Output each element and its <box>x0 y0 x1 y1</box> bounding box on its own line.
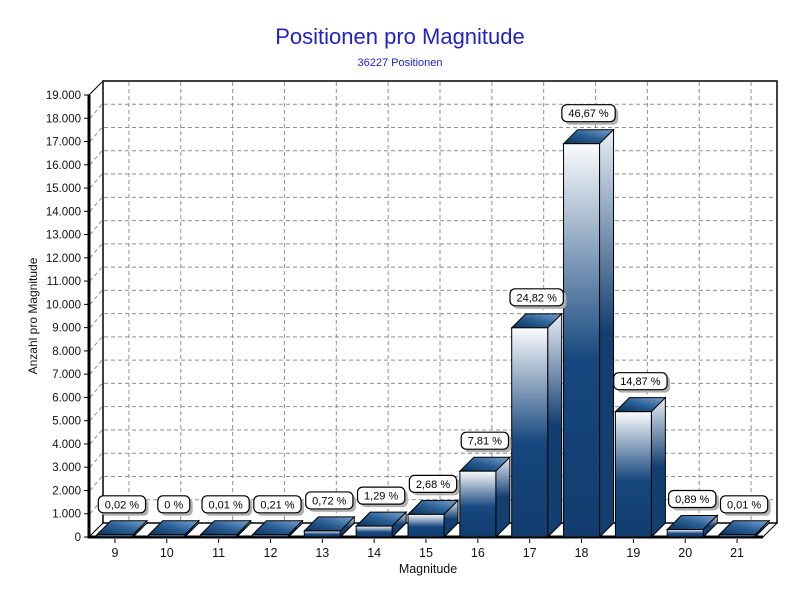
y-tick-label: 3.000 <box>52 462 81 474</box>
bar-value-label-17: 24,82 % <box>509 288 567 309</box>
bar-magnitude-18 <box>562 128 615 539</box>
bar-value-label-14: 1,29 % <box>356 486 408 508</box>
x-axis-ticks: 9 10 11 12 13 14 15 16 17 18 19 20 21 <box>111 539 744 560</box>
chart-subtitle: 36227 Positionen <box>357 57 443 69</box>
x-tick-label: 11 <box>212 546 225 560</box>
x-tick-label: 16 <box>471 546 485 560</box>
y-tick-label: 16.000 <box>46 160 81 172</box>
svg-text:1,29 %: 1,29 % <box>364 491 398 503</box>
bar-value-label-19: 14,87 % <box>613 372 671 393</box>
bar-magnitude-12 <box>251 519 304 539</box>
bar-value-label-13: 0,72 % <box>305 491 356 512</box>
y-tick-label: 6.000 <box>52 392 81 404</box>
bar-value-label-11: 0,01 % <box>201 495 253 516</box>
chart-3d-walls <box>87 79 779 539</box>
bar-magnitude-15 <box>406 499 460 539</box>
y-tick-label: 15.000 <box>46 183 81 195</box>
bar-magnitude-14 <box>354 510 408 539</box>
y-tick-label: 19.000 <box>46 90 81 102</box>
y-tick-label: 18.000 <box>46 113 81 125</box>
x-tick-label: 14 <box>367 546 381 560</box>
y-tick-label: 4.000 <box>52 439 81 451</box>
y-tick-label: 7.000 <box>52 369 81 381</box>
x-axis-label: Magnitude <box>398 562 458 576</box>
svg-text:0 %: 0 % <box>164 499 183 511</box>
svg-text:0,01 %: 0,01 % <box>208 499 242 511</box>
bar-value-label-21: 0,01 % <box>719 495 771 516</box>
svg-text:46,67 %: 46,67 % <box>568 108 609 120</box>
svg-text:0,01 %: 0,01 % <box>727 499 761 511</box>
svg-text:0,02 %: 0,02 % <box>105 499 139 511</box>
bar-magnitude-16 <box>458 455 512 539</box>
y-tick-label: 17.000 <box>46 137 81 149</box>
bar-value-label-10: 0 % <box>157 495 193 516</box>
svg-text:24,82 %: 24,82 % <box>517 292 558 304</box>
x-tick-label: 13 <box>315 546 329 560</box>
bar-value-label-15: 2,68 % <box>408 474 460 496</box>
y-tick-label: 10.000 <box>46 299 81 311</box>
svg-text:0,89 %: 0,89 % <box>675 494 709 506</box>
svg-text:2,68 %: 2,68 % <box>416 479 450 491</box>
x-tick-label: 19 <box>626 546 640 560</box>
x-tick-label: 18 <box>575 546 589 560</box>
y-tick-label: 9.000 <box>52 323 81 335</box>
bar-value-label-12: 0,21 % <box>253 495 305 516</box>
svg-text:7,81 %: 7,81 % <box>468 436 502 448</box>
bar-magnitude-17 <box>510 312 563 539</box>
x-tick-label: 17 <box>523 546 537 560</box>
bar-magnitude-11 <box>199 519 252 539</box>
svg-text:0,72 %: 0,72 % <box>312 495 346 507</box>
bar-magnitude-13 <box>303 515 356 539</box>
bar-value-label-16: 7,81 % <box>460 431 512 453</box>
y-tick-label: 8.000 <box>52 346 81 358</box>
y-tick-label: 13.000 <box>46 230 81 242</box>
bar-value-label-9: 0,02 % <box>97 495 149 516</box>
y-axis-ticks: 0 1.000 2.000 3.000 4.000 5.000 6.000 7.000 8.00… <box>46 90 89 544</box>
bars <box>95 128 771 539</box>
y-tick-label: 12.000 <box>46 253 81 265</box>
bar-value-label-18: 46,67 % <box>561 104 619 125</box>
y-tick-label: 0 <box>75 532 81 544</box>
x-tick-label: 21 <box>730 546 744 560</box>
y-tick-label: 11.000 <box>47 276 81 288</box>
bar-magnitude-9 <box>95 519 149 539</box>
bar-magnitude-10 <box>147 519 200 539</box>
bar-magnitude-20 <box>666 514 719 539</box>
x-tick-label: 9 <box>111 546 118 560</box>
y-tick-label: 5.000 <box>52 416 81 428</box>
y-tick-label: 2.000 <box>52 485 81 497</box>
y-tick-label: 14.000 <box>46 206 81 218</box>
y-tick-label: 1.000 <box>52 509 81 521</box>
bar-magnitude-19 <box>614 396 667 539</box>
chart-title: Positionen pro Magnitude <box>275 24 525 49</box>
x-tick-label: 10 <box>160 546 174 560</box>
svg-text:14,87 %: 14,87 % <box>620 376 661 388</box>
bar-value-label-20: 0,89 % <box>668 489 719 511</box>
x-tick-label: 12 <box>264 546 278 560</box>
x-tick-label: 15 <box>419 546 433 560</box>
x-tick-label: 20 <box>678 546 692 560</box>
svg-text:0,21 %: 0,21 % <box>260 499 294 511</box>
bar-magnitude-21 <box>717 519 771 539</box>
bar-value-labels: 0,02 % 0 % 0,01 % 0,21 % 0,72 % 1,29 % 2,68 % 7… <box>97 104 771 516</box>
